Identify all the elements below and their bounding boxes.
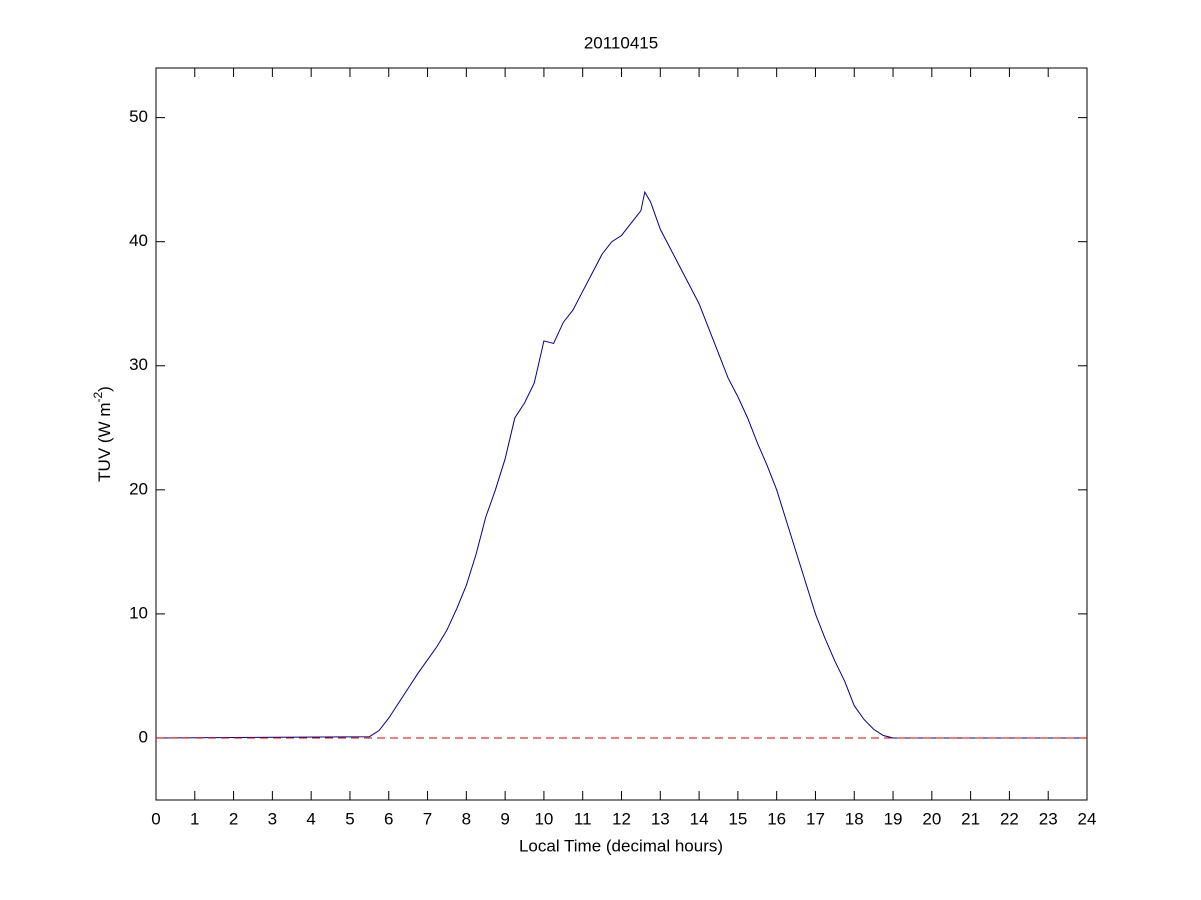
y-tick-label: 20 xyxy=(129,479,148,498)
y-tick-label: 30 xyxy=(129,355,148,374)
x-tick-label: 13 xyxy=(651,809,670,828)
y-tick-label: 50 xyxy=(129,107,148,126)
y-axis-label: TUV (W m-2) xyxy=(91,386,114,482)
y-axis-label-suffix: ) xyxy=(95,386,114,392)
x-tick-label: 9 xyxy=(500,809,509,828)
x-tick-label: 6 xyxy=(384,809,393,828)
y-tick-label: 10 xyxy=(129,603,148,622)
x-tick-label: 16 xyxy=(767,809,786,828)
x-tick-label: 5 xyxy=(345,809,354,828)
x-tick-label: 7 xyxy=(423,809,432,828)
x-tick-label: 1 xyxy=(190,809,199,828)
x-tick-label: 21 xyxy=(961,809,980,828)
y-axis-label-superscript: -2 xyxy=(91,392,105,403)
x-tick-label: 0 xyxy=(151,809,160,828)
x-axis-label: Local Time (decimal hours) xyxy=(519,836,723,855)
x-tick-label: 3 xyxy=(268,809,277,828)
x-tick-label: 14 xyxy=(690,809,709,828)
x-tick-label: 10 xyxy=(534,809,553,828)
x-tick-label: 12 xyxy=(612,809,631,828)
plot-area xyxy=(155,67,1088,801)
x-tick-label: 20 xyxy=(922,809,941,828)
x-tick-label: 24 xyxy=(1078,809,1097,828)
x-tick-label: 2 xyxy=(229,809,238,828)
x-tick-label: 19 xyxy=(884,809,903,828)
y-tick-label: 0 xyxy=(139,727,148,746)
data-line xyxy=(155,190,1087,739)
x-tick-label: 23 xyxy=(1039,809,1058,828)
x-tick-label: 8 xyxy=(462,809,471,828)
y-tick-label: 40 xyxy=(129,231,148,250)
x-tick-label: 22 xyxy=(1000,809,1019,828)
y-axis-label-text: TUV (W m xyxy=(95,403,114,482)
chart-title: 20110415 xyxy=(584,33,658,52)
x-tick-label: 4 xyxy=(306,809,315,828)
x-tick-label: 11 xyxy=(574,809,592,828)
x-tick-label: 17 xyxy=(806,809,825,828)
x-tick-label: 18 xyxy=(845,809,864,828)
x-tick-label: 15 xyxy=(728,809,747,828)
